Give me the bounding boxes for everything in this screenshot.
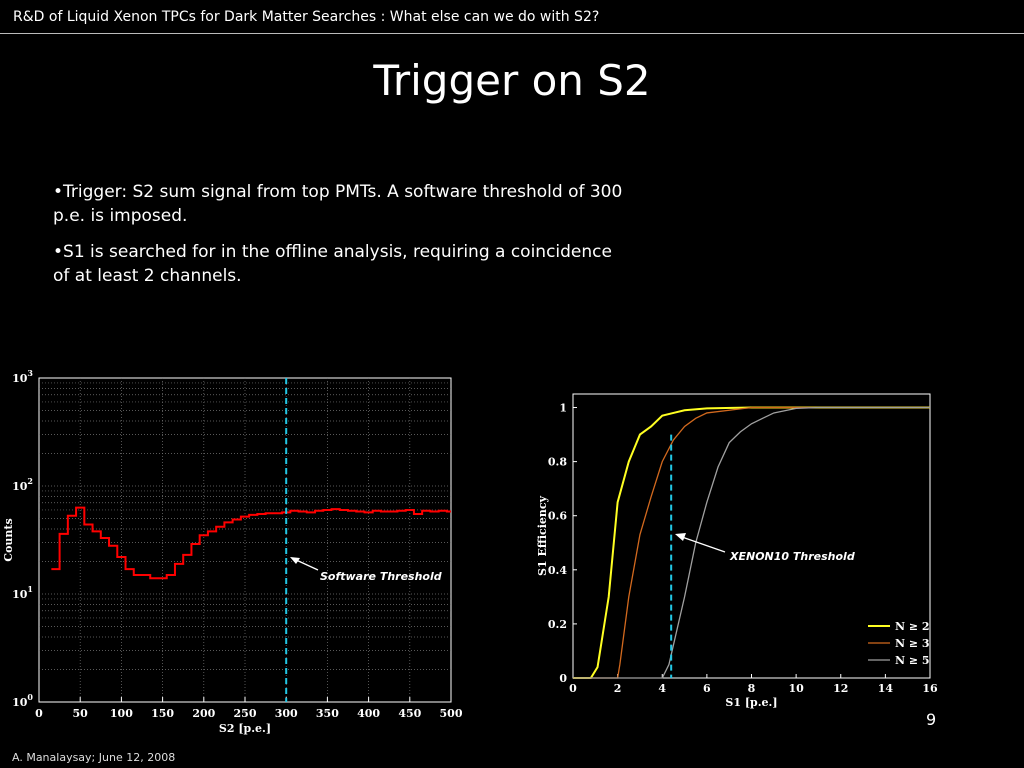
x-tick-label: 200 <box>192 707 215 720</box>
plot-frame <box>572 393 931 679</box>
slide-title: Trigger on S2 <box>373 56 651 105</box>
x-tick-label: 500 <box>440 707 463 720</box>
y-tick-label: 102 <box>12 476 33 493</box>
threshold-arrow <box>681 536 726 553</box>
y-tick-label: 103 <box>12 368 33 385</box>
s1-efficiency-svg: 0 2 4 6 8 10 12 14 16 0 0.2 0.4 0.6 0.8 1 XENON10 Thres… <box>536 393 938 709</box>
y-tick-label: 100 <box>12 692 33 709</box>
s2-histogram-chart: 0 50 100 150 200 250 300 350 400 450 500 100 101 102 1… <box>0 368 470 743</box>
x-axis-label: S1 [p.e.] <box>725 696 777 709</box>
curve-n-ge-3 <box>573 406 930 679</box>
y-tick-label: 0.6 <box>548 510 567 523</box>
threshold-annotation: Software Threshold <box>320 570 442 583</box>
x-axis-label: S2 [p.e.] <box>219 722 271 735</box>
footer-text: A. Manalaysay; June 12, 2008 <box>12 751 176 764</box>
x-tick-label: 4 <box>658 682 666 695</box>
x-tick-label: 14 <box>878 682 894 695</box>
x-tick-label: 2 <box>614 682 622 695</box>
x-tick-label: 16 <box>922 682 938 695</box>
x-tick-label: 0 <box>35 707 43 720</box>
x-tick-label: 250 <box>234 707 257 720</box>
y-tick-label: 0.2 <box>548 618 567 631</box>
y-tick-label: 0.8 <box>548 456 567 469</box>
bullet-item: •S1 is searched for in the offline analy… <box>53 242 612 286</box>
threshold-arrowhead <box>675 533 686 541</box>
x-tick-label: 350 <box>316 707 339 720</box>
y-axis-label: S1 Efficiency <box>536 495 549 576</box>
s2-histogram-svg: 0 50 100 150 200 250 300 350 400 450 500 100 101 102 1… <box>2 368 463 735</box>
x-tick-label: 8 <box>748 682 756 695</box>
threshold-arrowhead <box>290 557 300 564</box>
y-tick-label: 0.4 <box>548 564 567 577</box>
y-tick-label: 1 <box>559 402 567 415</box>
x-tick-label: 12 <box>833 682 848 695</box>
x-tick-label: 50 <box>73 707 89 720</box>
legend-label: N ≥ 5 <box>895 654 930 667</box>
header-text: R&D of Liquid Xenon TPCs for Dark Matter… <box>13 9 600 25</box>
histogram-series <box>51 506 451 580</box>
y-tick-label: 0 <box>559 672 567 685</box>
x-tick-label: 150 <box>151 707 174 720</box>
x-tick-label: 10 <box>788 682 804 695</box>
curve-n-ge-2 <box>573 406 930 679</box>
threshold-annotation: XENON10 Threshold <box>729 550 855 563</box>
bullet-item: •Trigger: S2 sum signal from top PMTs. A… <box>53 182 623 226</box>
legend-label: N ≥ 3 <box>895 637 930 650</box>
x-tick-label: 400 <box>357 707 380 720</box>
x-tick-label: 6 <box>703 682 711 695</box>
page-number: 9 <box>926 710 937 729</box>
legend-label: N ≥ 2 <box>895 620 930 633</box>
bullet-list: •Trigger: S2 sum signal from top PMTs. A… <box>53 180 633 300</box>
y-axis-label: Counts <box>2 518 15 561</box>
s1-efficiency-chart: 0 2 4 6 8 10 12 14 16 0 0.2 0.4 0.6 0.8 1 XENON10 Thres… <box>530 382 955 712</box>
y-tick-label: 101 <box>12 584 33 601</box>
x-tick-label: 300 <box>275 707 298 720</box>
header-bar: R&D of Liquid Xenon TPCs for Dark Matter… <box>0 0 1024 34</box>
x-tick-label: 0 <box>569 682 577 695</box>
curve-n-ge-5 <box>573 406 930 679</box>
x-tick-label: 450 <box>398 707 421 720</box>
x-tick-label: 100 <box>110 707 133 720</box>
